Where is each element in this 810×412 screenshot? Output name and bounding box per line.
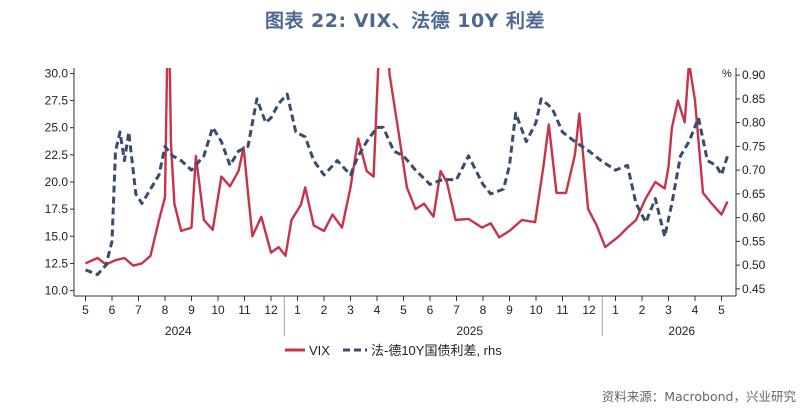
right-tick-label: 0.50 [742, 258, 766, 272]
x-tick-label: 5 [718, 303, 725, 317]
right-tick-label: 0.60 [742, 211, 766, 225]
x-tick-label: 10 [529, 303, 543, 317]
x-tick-label: 6 [427, 303, 434, 317]
legend: VIX 法-德10Y国债利差, rhs [285, 343, 502, 358]
x-tick-label: 1 [612, 303, 619, 317]
x-tick-label: 6 [109, 303, 116, 317]
right-tick-label: 0.90 [742, 68, 766, 82]
right-tick-label: 0.45 [742, 282, 766, 296]
right-tick-label: 0.55 [742, 234, 766, 248]
x-tick-label: 8 [162, 303, 169, 317]
left-tick-label: 10.0 [45, 284, 69, 298]
x-tick-label: 2 [321, 303, 328, 317]
x-tick-label: 2 [639, 303, 646, 317]
x-tick-label: 9 [506, 303, 513, 317]
x-year-label: 2026 [668, 324, 695, 338]
x-tick-label: 3 [347, 303, 354, 317]
x-tick-label: 11 [238, 303, 251, 317]
x-tick-label: 1 [294, 303, 301, 317]
x-year-label: 2024 [165, 324, 192, 338]
right-tick-label: 0.65 [742, 187, 766, 201]
source-note: 资料来源：Macrobond，兴业研究 [601, 389, 796, 404]
x-tick-label: 11 [556, 303, 569, 317]
right-tick-label: 0.70 [742, 163, 766, 177]
x-tick-label: 7 [453, 303, 460, 317]
series-layer [84, 68, 729, 277]
x-tick-label: 3 [665, 303, 672, 317]
left-tick-label: 20.0 [45, 175, 69, 189]
right-tick-label: 0.85 [742, 92, 766, 106]
right-axis-unit: % [722, 68, 732, 80]
chart-axes: 10.0 12.5 15.0 17.5 20.0 22.5 25.0 27.5 30.0 0.45… [45, 66, 766, 338]
spread-series-line [84, 92, 729, 277]
left-tick-label: 25.0 [45, 121, 69, 135]
left-tick-label: 22.5 [45, 148, 69, 162]
chart-title: 图表 22: VIX、法德 10Y 利差 [264, 10, 546, 32]
x-tick-label: 8 [480, 303, 487, 317]
x-tick-label: 12 [264, 303, 278, 317]
x-tick-label: 12 [582, 303, 596, 317]
right-tick-label: 0.80 [742, 116, 766, 130]
legend-spread-label: 法-德10Y国债利差, rhs [371, 343, 502, 358]
right-tick-label: 0.75 [742, 139, 766, 153]
x-tick-label: 5 [82, 303, 89, 317]
x-tick-label: 4 [692, 303, 699, 317]
left-tick-label: 17.5 [45, 202, 69, 216]
x-tick-label: 10 [211, 303, 225, 317]
x-tick-label: 7 [135, 303, 142, 317]
left-tick-label: 12.5 [45, 256, 69, 270]
left-tick-label: 27.5 [45, 94, 69, 108]
vix-series-line [85, 68, 729, 267]
x-tick-label: 9 [188, 303, 195, 317]
left-tick-label: 15.0 [45, 229, 69, 243]
x-tick-label: 4 [374, 303, 381, 317]
x-tick-label: 5 [400, 303, 407, 317]
left-tick-label: 30.0 [45, 66, 69, 80]
x-year-label: 2025 [456, 324, 483, 338]
legend-vix-label: VIX [309, 343, 330, 358]
